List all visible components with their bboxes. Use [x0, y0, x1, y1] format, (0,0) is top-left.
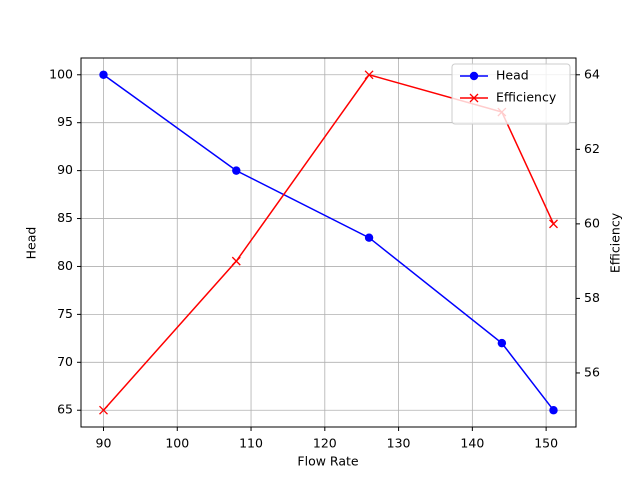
x-tick-label: 140: [460, 436, 484, 451]
y-axis-label: Head: [24, 227, 39, 260]
marker: [232, 166, 241, 175]
legend-marker: [469, 71, 479, 81]
x-tick-label: 90: [96, 436, 112, 451]
marker: [364, 233, 374, 242]
y-tick-label: 80: [57, 258, 73, 273]
y-tick-label: 65: [57, 402, 73, 417]
marker: [99, 70, 108, 79]
x-tick-label: 110: [239, 436, 263, 451]
marker: [549, 406, 558, 415]
y2-tick-label: 62: [584, 141, 600, 156]
marker: [364, 70, 374, 80]
legend-label: Efficiency: [496, 90, 557, 105]
x-tick-label: 120: [313, 436, 337, 451]
y-tick-label: 95: [57, 114, 73, 129]
y-tick-label: 100: [49, 66, 73, 81]
legend-label: Head: [496, 68, 529, 83]
y2-tick-label: 56: [584, 364, 600, 379]
data-line: [102, 73, 555, 411]
y2-tick-label: 58: [584, 290, 600, 305]
marker: [497, 338, 507, 348]
y-tick-label: 90: [57, 162, 73, 177]
y-tick-label: 85: [57, 210, 73, 225]
plot-frame: [80, 57, 577, 428]
y2-axis-label: Efficiency: [608, 212, 623, 273]
y-tick-label: 70: [57, 354, 73, 369]
y2-tick-label: 60: [584, 215, 600, 230]
y-tick-label: 75: [57, 306, 73, 321]
x-tick-label: 100: [165, 436, 189, 451]
legend-box: [451, 63, 571, 125]
marker: [231, 256, 241, 266]
x-axis-label: Flow Rate: [297, 454, 358, 469]
data-line: [103, 74, 555, 411]
y2-tick-label: 64: [584, 66, 600, 81]
x-tick-label: 150: [534, 436, 558, 451]
marker: [549, 219, 558, 229]
marker: [99, 405, 108, 415]
x-tick-label: 130: [387, 436, 411, 451]
legend-marker: [469, 93, 479, 103]
